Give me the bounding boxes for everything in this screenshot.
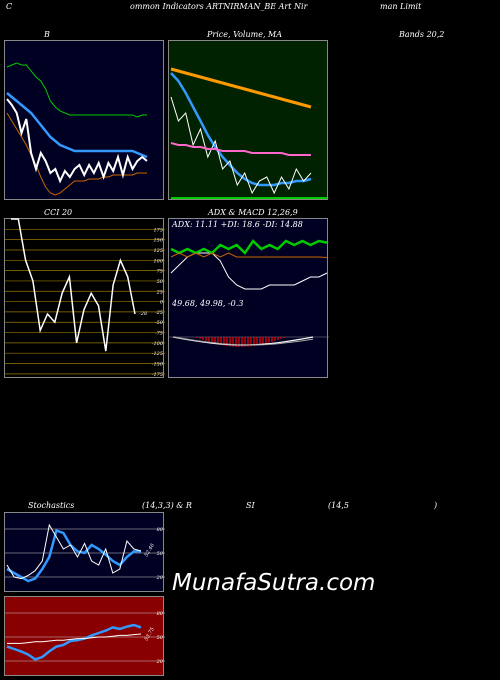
rsi-series-1 bbox=[7, 633, 142, 644]
rsi-panel: 80 50 20 53.75 bbox=[4, 596, 165, 676]
stochastics-value-label: 52.46 bbox=[144, 542, 157, 558]
cci-tick-10: -75 bbox=[155, 331, 163, 337]
cci-panel: 175 150 125 100 75 50 25 0 -25 -50 -75 -100 -125 -150… bbox=[4, 218, 165, 378]
adx-series-2 bbox=[170, 252, 328, 258]
rsi-tick-0: 80 bbox=[157, 611, 164, 617]
adx-readout: ADX: 11.11 +DI: 18.6 -DI: 14.88 bbox=[172, 220, 303, 229]
price-ma-chart bbox=[170, 67, 327, 199]
rsi-tick-2: 20 bbox=[156, 659, 164, 665]
stoch-params-label: (14,3,3) & R bbox=[142, 501, 192, 510]
paren-label: ) bbox=[434, 501, 438, 510]
stochastics-panel: 80 50 20 52.46 bbox=[4, 512, 165, 592]
stochastics-series-0 bbox=[6, 528, 141, 583]
adx-chart bbox=[169, 239, 329, 347]
cci-tick-7: 0 bbox=[160, 300, 164, 306]
bands-label: Bands 20,2 bbox=[399, 30, 445, 39]
adx-label: ADX & MACD 12,26,9 bbox=[208, 208, 298, 217]
cci-tick-2: 125 bbox=[153, 248, 163, 254]
adx-series-1 bbox=[170, 239, 328, 255]
cci-tick-3: 100 bbox=[153, 258, 163, 264]
cci-tick-8: -25 bbox=[155, 310, 163, 316]
stochastics-chart: 80 50 20 52.46 bbox=[5, 523, 165, 583]
bollinger-series-0 bbox=[6, 62, 147, 118]
stoch-label: Stochastics bbox=[28, 501, 75, 510]
stochastics-series-1 bbox=[6, 523, 142, 580]
cci-chart: 175 150 125 100 75 50 25 0 -25 -50 -75 -100 -125 -150… bbox=[5, 218, 165, 378]
rsi-value-label: 53.75 bbox=[144, 627, 156, 642]
adx-series-0 bbox=[170, 252, 328, 290]
cci-tick-13: -150 bbox=[152, 362, 164, 368]
cci-tick-11: -100 bbox=[152, 341, 164, 347]
bollinger-chart bbox=[6, 62, 148, 196]
bollinger-series-3 bbox=[6, 98, 148, 184]
bollinger-panel bbox=[4, 40, 164, 200]
header-right: man Limit bbox=[380, 2, 422, 11]
adx-panel: ADX: 11.11 +DI: 18.6 -DI: 14.88 49.68, 4… bbox=[168, 218, 329, 378]
macd-readout: 49.68, 49.98, -0.3 bbox=[172, 299, 244, 308]
price-ma-series-2 bbox=[170, 96, 312, 195]
stochastics-tick-0: 80 bbox=[157, 527, 164, 533]
stochastics-tick-2: 20 bbox=[156, 575, 164, 581]
cci-tick-0: 175 bbox=[153, 227, 163, 233]
cci-tick-6: 25 bbox=[156, 289, 163, 295]
rsi-series-0 bbox=[6, 623, 142, 661]
price-ma-series-1 bbox=[170, 72, 312, 187]
macd-signal-line bbox=[172, 336, 314, 346]
header-c: C bbox=[6, 2, 13, 11]
cci-series-0 bbox=[11, 218, 136, 352]
price-ma-series-0 bbox=[170, 67, 312, 109]
rsi-chart: 80 50 20 53.75 bbox=[5, 611, 165, 665]
cci-tick-5: 50 bbox=[157, 279, 164, 285]
rsi-tick-1: 50 bbox=[157, 635, 164, 641]
cci-tick-14: -175 bbox=[152, 372, 163, 378]
rsi-si-label: SI bbox=[246, 501, 255, 510]
bb-label: B bbox=[44, 30, 50, 39]
cci-tick-1: 150 bbox=[153, 238, 163, 244]
cci-tick-9: -50 bbox=[155, 320, 164, 326]
price-ma-series-3 bbox=[170, 142, 311, 156]
cci-label: CCI 20 bbox=[44, 208, 73, 217]
cci-value-label: -28 bbox=[139, 311, 147, 317]
bollinger-series-1 bbox=[6, 92, 148, 159]
cci-tick-4: 75 bbox=[157, 269, 163, 275]
header-title: ommon Indicators ARTNIRMAN_BE Art Nir bbox=[130, 2, 308, 11]
rsi-params-label: (14,5 bbox=[328, 501, 349, 510]
cci-tick-12: -125 bbox=[152, 351, 163, 357]
watermark: MunafaSutra.com bbox=[172, 570, 376, 596]
price-ma-panel bbox=[168, 40, 328, 200]
macd-line bbox=[172, 336, 314, 346]
stochastics-tick-1: 50 bbox=[157, 551, 164, 557]
price-label: Price, Volume, MA bbox=[207, 30, 283, 39]
